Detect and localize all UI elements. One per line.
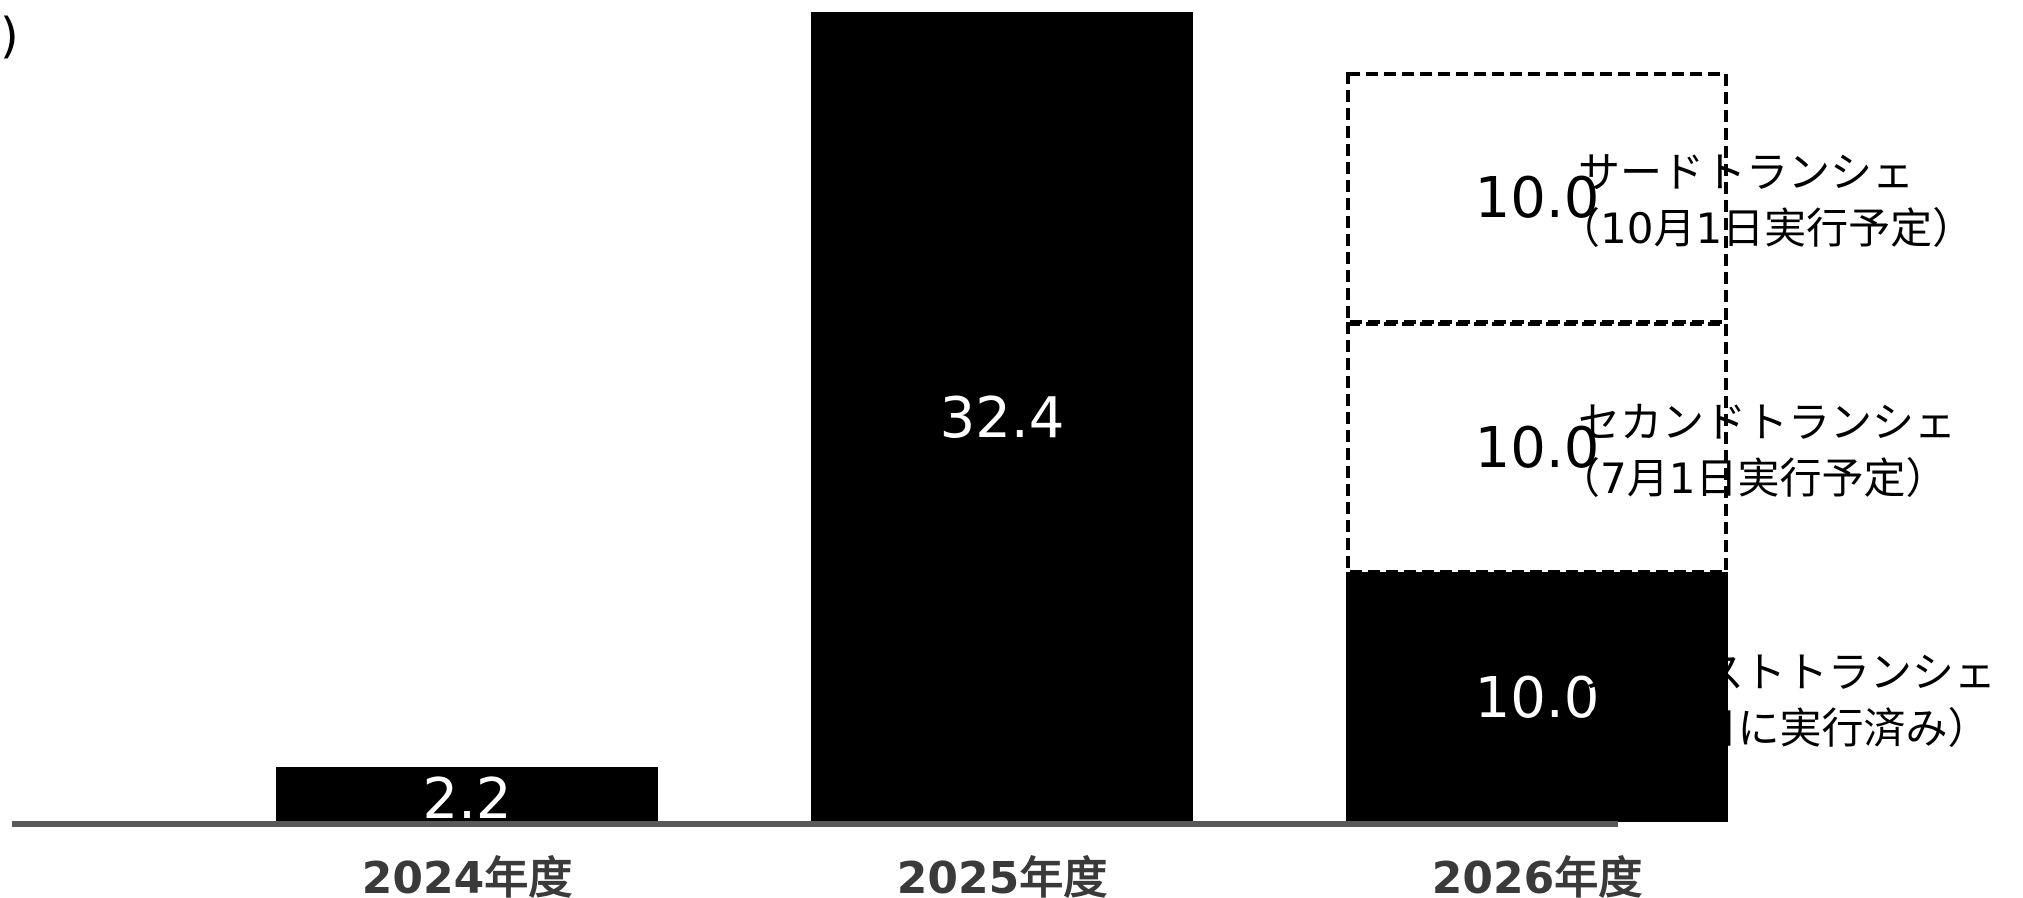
- bar-segment-2026年度-0: [1346, 572, 1728, 822]
- data-label: 10.0: [1475, 666, 1600, 731]
- annotation-line-2: （4月1日に実行済み）: [1558, 704, 1989, 753]
- annotation-line-2: （7月1日実行予定）: [1558, 454, 1947, 503]
- annotation-line-1: セカンドトランシェ: [1578, 398, 1956, 447]
- bar-segment-2024年度-0: [276, 767, 658, 822]
- bar-segment-2026年度-2: [1346, 72, 1728, 324]
- data-label: 10.0: [1475, 166, 1600, 231]
- category-label: 2024年度: [362, 853, 572, 898]
- category-label: 2026年度: [1432, 853, 1642, 898]
- annotation-line-1: サードトランシェ: [1578, 148, 1914, 197]
- unit-label-fragment: ): [0, 8, 19, 64]
- bar-segment-2025年度-0: [811, 12, 1193, 822]
- annotation-line-1: ファーストトランシェ: [1578, 648, 1996, 697]
- annotation-line-2: （10月1日実行予定）: [1558, 204, 1974, 253]
- category-label: 2025年度: [897, 853, 1107, 898]
- data-label: 32.4: [940, 386, 1065, 451]
- data-label: 10.0: [1475, 416, 1600, 481]
